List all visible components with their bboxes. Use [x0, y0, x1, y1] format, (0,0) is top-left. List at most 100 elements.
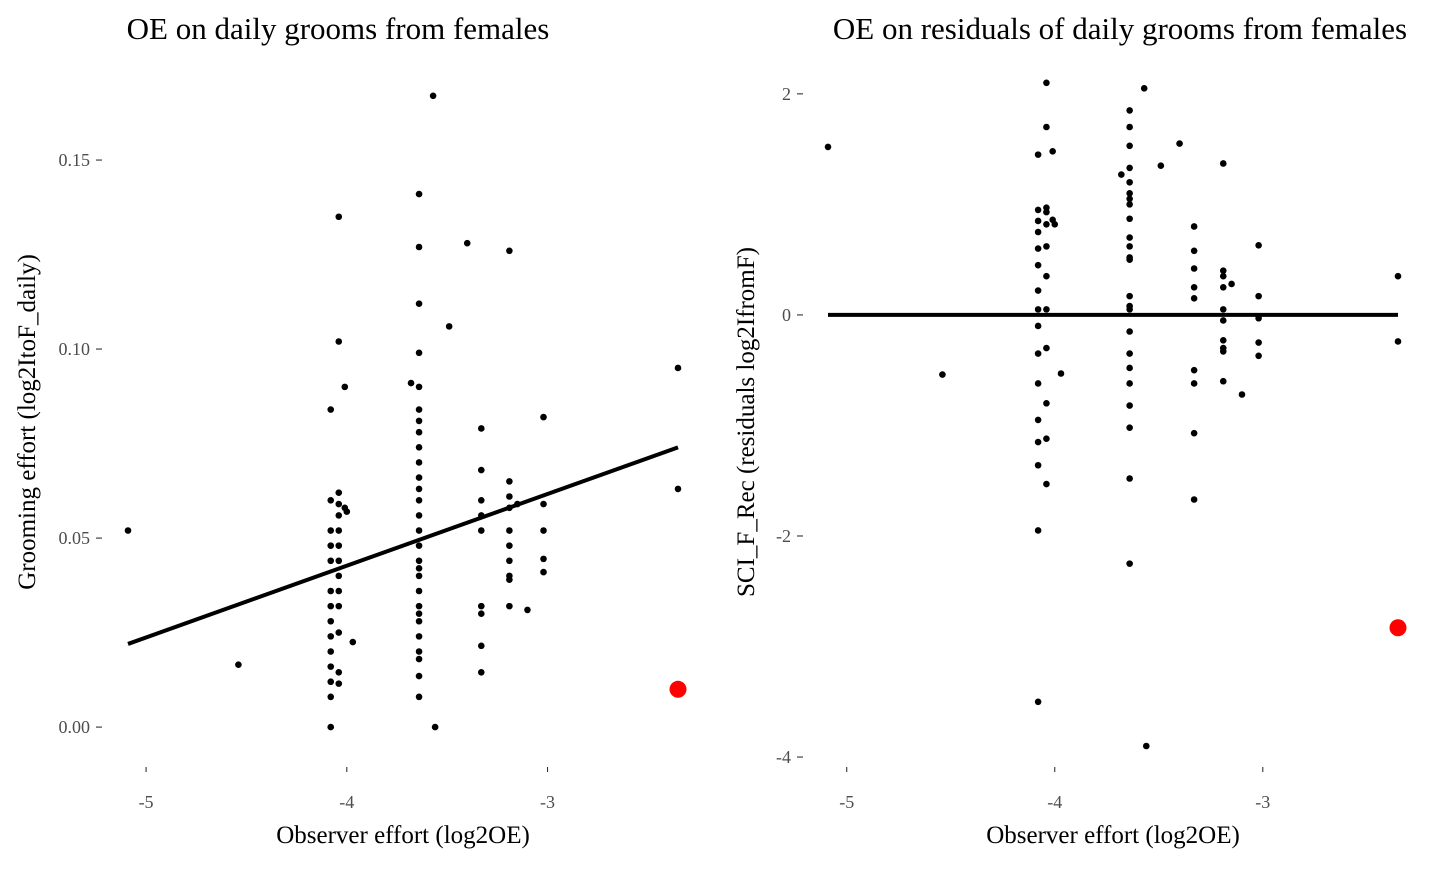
data-point: [415, 417, 423, 425]
data-point: [1043, 306, 1050, 313]
data-point: [335, 213, 343, 221]
data-point: [415, 444, 423, 451]
data-point: [1034, 261, 1042, 269]
data-point: [1034, 228, 1042, 236]
y-tick-label: 0.00: [59, 717, 91, 737]
data-point: [524, 606, 531, 614]
data-point: [335, 557, 343, 565]
data-point: [335, 500, 343, 508]
plot-area: [124, 92, 687, 731]
data-point: [477, 610, 485, 617]
data-point: [1126, 560, 1133, 567]
data-point: [1043, 243, 1050, 250]
data-point: [1043, 123, 1050, 131]
data-point: [1190, 295, 1198, 302]
data-point: [1126, 195, 1133, 203]
data-point: [540, 555, 547, 563]
y-tick-label: 0.15: [59, 150, 91, 170]
y-axis-title: SCI_F_Rec (residuals log2IfromF): [733, 247, 760, 597]
data-point: [335, 489, 343, 497]
axis-ticks: -5 -4 -3 -4 -2 0 2: [776, 84, 1270, 812]
data-point: [1126, 178, 1133, 186]
data-point: [477, 496, 485, 504]
data-point: [327, 663, 335, 670]
axis-ticks: -5 -4 -3 0.00 0.05 0.10 0.15: [59, 150, 556, 812]
x-tick-label: -5: [839, 792, 854, 812]
data-point: [1118, 171, 1125, 178]
data-point: [415, 512, 423, 519]
data-point: [506, 602, 513, 610]
data-point: [327, 693, 335, 701]
data-point: [1219, 267, 1227, 274]
data-point: [1255, 292, 1262, 300]
data-point: [431, 723, 439, 731]
data-point: [1043, 220, 1050, 228]
data-point: [1126, 350, 1133, 357]
data-point: [1140, 85, 1148, 92]
data-point: [1126, 328, 1133, 335]
data-point: [1219, 348, 1227, 355]
data-point: [1051, 220, 1059, 228]
chart-title: OE on daily grooms from females: [127, 11, 550, 46]
data-point: [327, 527, 335, 534]
data-point: [335, 680, 343, 687]
data-point: [327, 617, 335, 625]
data-point: [415, 474, 423, 481]
y-tick-label: 0.10: [59, 339, 91, 359]
data-point: [327, 496, 335, 504]
data-point: [1219, 272, 1227, 280]
data-point: [415, 648, 423, 655]
data-point: [506, 493, 513, 500]
data-point: [415, 633, 423, 640]
data-point: [1034, 151, 1042, 158]
data-point: [415, 527, 423, 534]
data-point: [1190, 265, 1198, 272]
data-point: [327, 602, 335, 610]
data-point: [327, 587, 335, 595]
data-point: [1126, 402, 1133, 409]
data-point: [1034, 306, 1042, 313]
data-point: [1219, 377, 1227, 385]
data-point: [1126, 256, 1133, 263]
data-point: [1043, 79, 1050, 87]
data-point: [1126, 215, 1133, 223]
data-point: [335, 338, 343, 345]
data-point: [477, 466, 485, 474]
data-point: [335, 572, 343, 580]
data-point: [1126, 364, 1133, 372]
data-point: [415, 428, 423, 436]
data-point: [1126, 142, 1133, 150]
x-tick-label: -3: [1255, 792, 1270, 812]
data-point: [939, 371, 946, 378]
data-point: [1043, 435, 1050, 443]
data-point: [674, 364, 682, 372]
data-point: [415, 496, 423, 504]
data-point: [1034, 217, 1042, 225]
data-point: [1394, 272, 1402, 280]
data-point: [415, 587, 423, 595]
data-point: [335, 512, 343, 519]
data-point: [327, 678, 335, 686]
data-point: [327, 633, 335, 640]
data-point: [477, 668, 485, 676]
data-point: [1034, 350, 1042, 357]
data-point: [1034, 380, 1042, 387]
data-point: [1043, 480, 1050, 488]
data-point: [1190, 380, 1198, 387]
data-point: [415, 693, 423, 701]
data-point: [1255, 241, 1262, 249]
data-point: [1034, 287, 1042, 294]
data-point: [1057, 370, 1065, 377]
plot-area: [824, 79, 1407, 750]
x-axis-title: Observer effort (log2OE): [986, 822, 1240, 849]
highlighted-point: [1389, 619, 1407, 637]
data-point: [415, 300, 423, 307]
data-point: [1190, 496, 1198, 503]
data-point: [1126, 424, 1133, 431]
data-point: [1126, 243, 1133, 250]
data-point: [445, 323, 453, 330]
data-point: [1176, 140, 1183, 147]
y-axis-title: Grooming effort (log2ItoF_daily): [14, 254, 41, 590]
data-point: [415, 557, 423, 565]
y-tick-label: 0.05: [59, 528, 91, 548]
